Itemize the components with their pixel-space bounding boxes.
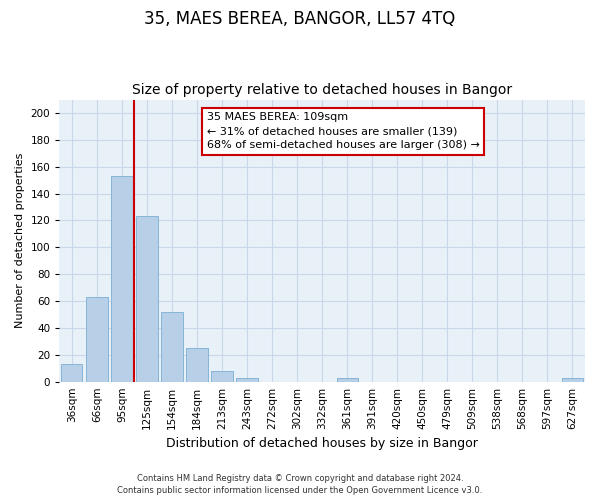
Bar <box>187 348 208 382</box>
Bar <box>236 378 258 382</box>
Text: 35 MAES BEREA: 109sqm
← 31% of detached houses are smaller (139)
68% of semi-det: 35 MAES BEREA: 109sqm ← 31% of detached … <box>206 112 479 150</box>
Bar <box>61 364 82 382</box>
Bar <box>161 312 182 382</box>
Bar <box>562 378 583 382</box>
Title: Size of property relative to detached houses in Bangor: Size of property relative to detached ho… <box>132 83 512 97</box>
Y-axis label: Number of detached properties: Number of detached properties <box>15 153 25 328</box>
Bar <box>136 216 158 382</box>
X-axis label: Distribution of detached houses by size in Bangor: Distribution of detached houses by size … <box>166 437 478 450</box>
Bar <box>86 297 107 382</box>
Text: Contains HM Land Registry data © Crown copyright and database right 2024.
Contai: Contains HM Land Registry data © Crown c… <box>118 474 482 495</box>
Bar <box>111 176 133 382</box>
Text: 35, MAES BEREA, BANGOR, LL57 4TQ: 35, MAES BEREA, BANGOR, LL57 4TQ <box>145 10 455 28</box>
Bar <box>337 378 358 382</box>
Bar <box>211 371 233 382</box>
